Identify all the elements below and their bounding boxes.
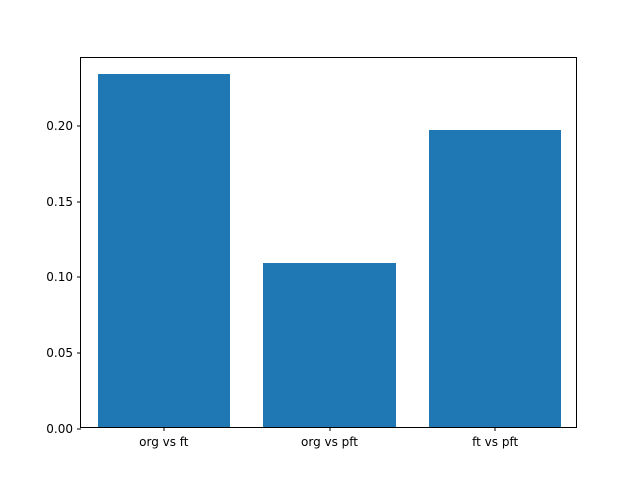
y-tick-mark bbox=[77, 201, 81, 203]
plot-area: 0.00 0.05 0.10 0.15 0.20 org vs ft org vs pft… bbox=[46, 57, 577, 449]
x-tick-label: org vs pft bbox=[301, 435, 358, 449]
x-tick-label: org vs ft bbox=[139, 435, 189, 449]
x-tick-mark bbox=[329, 427, 330, 431]
y-tick-mark bbox=[77, 352, 81, 354]
y-tick-label: 0.20 bbox=[46, 118, 73, 133]
y-tick-mark bbox=[77, 428, 81, 430]
y-tick-label: 0.00 bbox=[46, 422, 73, 436]
x-tick-mark bbox=[163, 427, 165, 431]
y-tick-mark bbox=[77, 276, 81, 278]
x-tick-mark bbox=[494, 427, 496, 431]
y-tick-label: 0.05 bbox=[46, 346, 73, 361]
y-tick-mark bbox=[77, 125, 81, 127]
bar-ft-vs-pft bbox=[428, 129, 562, 427]
x-tick-label: ft vs pft bbox=[472, 435, 519, 449]
y-tick-label: 0.10 bbox=[46, 270, 73, 285]
y-tick-label: 0.15 bbox=[46, 194, 73, 209]
bar-org-vs-pft bbox=[263, 263, 396, 427]
bar-org-vs-ft bbox=[97, 73, 231, 427]
